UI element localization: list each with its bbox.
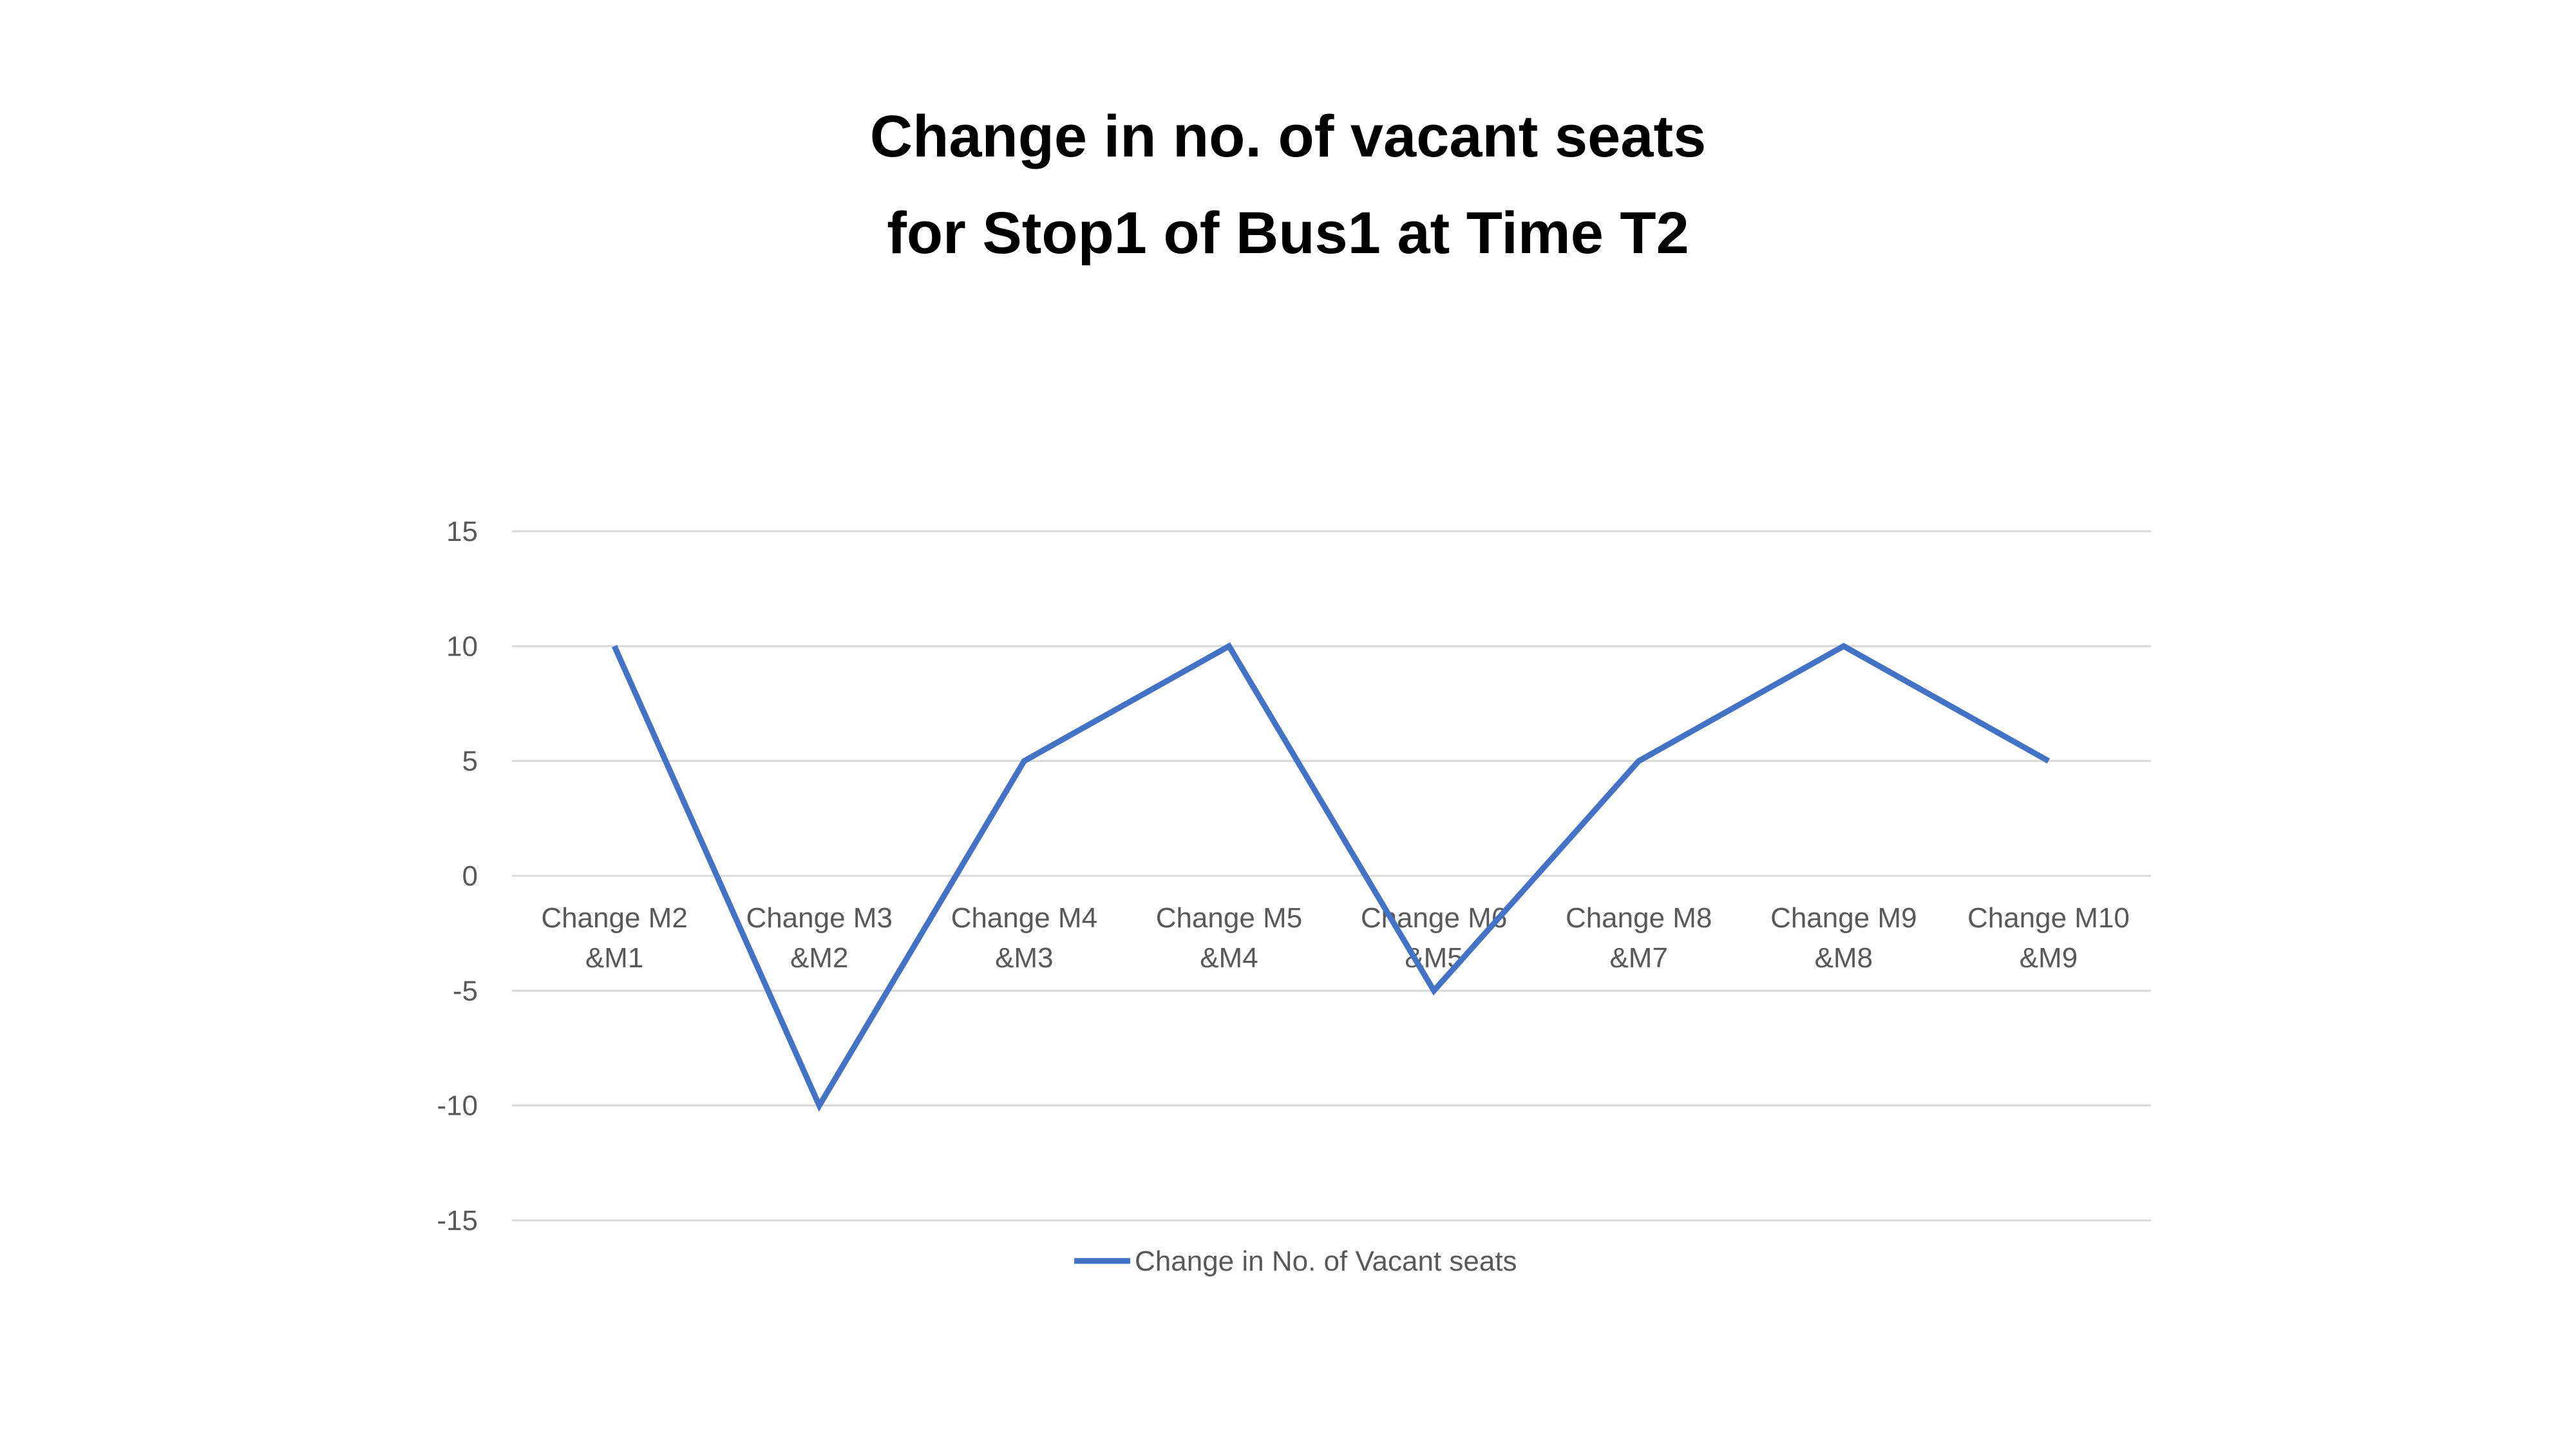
x-category-label: Change M5 &M4 [1156, 902, 1302, 974]
x-category-label-line: &M3 [995, 942, 1053, 974]
y-tick-label: -10 [437, 1090, 478, 1122]
x-category-label-line: Change M2 [541, 902, 687, 934]
data-point [1434, 990, 1435, 991]
data-point [1023, 761, 1025, 762]
x-category-label-line: &M4 [1200, 942, 1258, 974]
x-category-label-line: &M9 [2020, 942, 2078, 974]
x-category-label: Change M9 &M8 [1770, 902, 1917, 974]
x-category-label-line: &M7 [1609, 942, 1667, 974]
chart-title-line-2: for Stop1 of Bus1 at Time T2 [887, 200, 1689, 266]
y-tick-label: 0 [462, 860, 478, 892]
x-category-label-line: Change M5 [1156, 902, 1302, 934]
x-category-label: Change M3 &M2 [746, 902, 892, 974]
x-category-label-line: Change M3 [746, 902, 892, 934]
data-point [1638, 761, 1640, 762]
x-category-label: Change M4 &M3 [951, 902, 1097, 974]
x-category-label: Change M10 &M9 [1967, 902, 2130, 974]
series-line [611, 642, 2050, 1112]
x-category-label-line: &M8 [1815, 942, 1873, 974]
y-tick-label: -15 [437, 1205, 478, 1236]
y-axis-tick-labels: 15 10 5 0 -5 -10 -15 [437, 516, 478, 1236]
legend-label: Change in No. of Vacant seats [1135, 1245, 1517, 1277]
x-category-label-line: &M1 [585, 942, 643, 974]
series-lines [611, 642, 2050, 1112]
x-category-label-line: Change M10 [1967, 902, 2130, 934]
legend: Change in No. of Vacant seats [1074, 1245, 1517, 1277]
data-point [614, 645, 615, 647]
data-point [819, 1105, 820, 1106]
x-category-label-line: &M2 [790, 942, 848, 974]
x-category-label: Change M6 &M5 [1361, 902, 1507, 974]
data-point [1228, 645, 1229, 647]
y-tick-label: -5 [453, 975, 478, 1007]
x-category-label-line: Change M8 [1566, 902, 1712, 934]
x-category-label: Change M2 &M1 [541, 902, 687, 974]
x-category-label-line: Change M9 [1770, 902, 1917, 934]
data-point [2048, 761, 2049, 762]
chart-title-line-1: Change in no. of vacant seats [869, 104, 1707, 169]
y-tick-label: 15 [446, 516, 478, 547]
data-point [1843, 645, 1844, 647]
x-category-label-line: Change M4 [951, 902, 1097, 934]
y-tick-label: 10 [446, 630, 478, 662]
x-category-label: Change M8 &M7 [1566, 902, 1712, 974]
y-tick-label: 5 [462, 746, 478, 777]
gridlines [512, 530, 2151, 1222]
